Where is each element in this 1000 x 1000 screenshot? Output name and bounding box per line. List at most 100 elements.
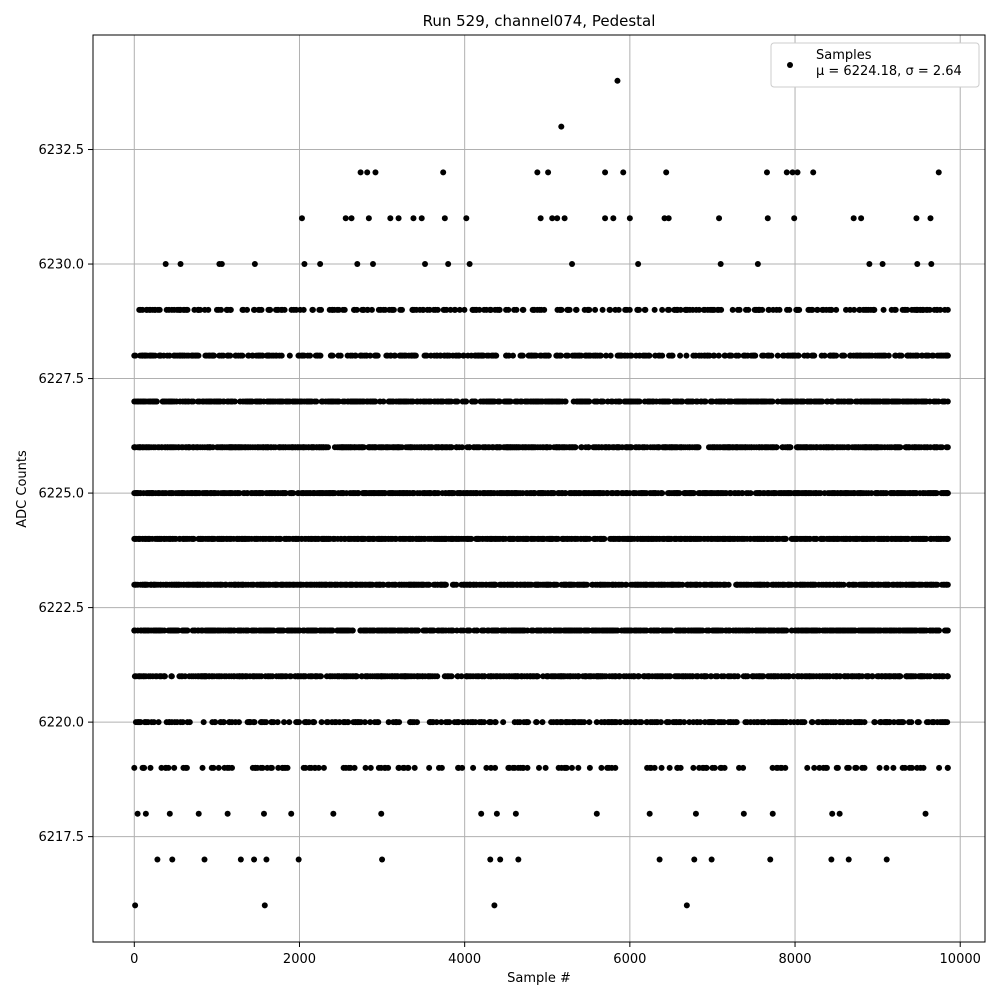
data-point: [459, 444, 466, 451]
data-point: [691, 856, 698, 863]
data-point: [614, 77, 621, 84]
data-point: [169, 856, 176, 863]
data-point: [315, 764, 322, 771]
data-point: [545, 169, 552, 176]
data-point: [524, 764, 531, 771]
data-point: [385, 764, 392, 771]
data-point: [935, 169, 942, 176]
data-point: [288, 810, 295, 817]
data-point: [601, 535, 608, 542]
data-point: [348, 215, 355, 222]
data-point: [763, 169, 770, 176]
data-point: [218, 261, 225, 268]
data-point: [466, 261, 473, 268]
data-point: [367, 719, 374, 726]
data-point: [259, 764, 266, 771]
data-point: [385, 719, 392, 726]
data-point: [740, 810, 747, 817]
data-point: [794, 169, 801, 176]
data-point: [668, 627, 675, 634]
data-point: [268, 764, 275, 771]
data-point: [492, 764, 499, 771]
data-point: [410, 215, 417, 222]
data-point: [944, 719, 951, 726]
data-point: [635, 261, 642, 268]
data-point: [153, 398, 160, 405]
data-point: [581, 719, 588, 726]
data-point: [263, 719, 270, 726]
data-point: [183, 764, 190, 771]
data-point: [791, 215, 798, 222]
data-point: [454, 398, 461, 405]
data-point: [201, 856, 208, 863]
data-point: [534, 673, 541, 680]
data-point: [251, 856, 258, 863]
data-point: [789, 169, 796, 176]
data-point: [716, 215, 723, 222]
data-point: [810, 169, 817, 176]
data-point: [561, 215, 568, 222]
data-point: [636, 673, 643, 680]
data-point: [345, 719, 352, 726]
data-point: [558, 123, 565, 130]
data-point: [342, 215, 349, 222]
data-point: [415, 627, 422, 634]
data-point: [318, 673, 325, 680]
data-point: [871, 719, 878, 726]
data-point: [769, 398, 776, 405]
data-point: [623, 581, 630, 588]
data-point: [166, 810, 173, 817]
data-point: [442, 581, 449, 588]
data-point: [602, 169, 609, 176]
data-point: [879, 261, 886, 268]
data-point: [941, 398, 948, 405]
data-point: [914, 261, 921, 268]
data-point: [922, 810, 929, 817]
data-point: [845, 764, 852, 771]
data-point: [200, 719, 207, 726]
data-point: [313, 398, 320, 405]
data-point: [836, 810, 843, 817]
data-point: [563, 764, 570, 771]
data-point: [869, 673, 876, 680]
data-point: [575, 764, 582, 771]
data-point: [349, 627, 356, 634]
data-point: [569, 261, 576, 268]
data-point: [783, 169, 790, 176]
data-point: [583, 581, 590, 588]
data-point: [695, 444, 702, 451]
data-point: [231, 398, 238, 405]
data-point: [364, 169, 371, 176]
data-point: [804, 764, 811, 771]
data-point: [692, 810, 699, 817]
data-point: [525, 719, 532, 726]
data-point: [681, 719, 688, 726]
data-point: [295, 856, 302, 863]
data-point: [721, 719, 728, 726]
data-point: [422, 261, 429, 268]
data-point: [593, 719, 600, 726]
data-point: [440, 169, 447, 176]
data-point: [261, 902, 268, 909]
data-point: [593, 810, 600, 817]
data-point: [142, 810, 149, 817]
data-point: [329, 627, 336, 634]
data-point: [783, 627, 790, 634]
data-point: [876, 764, 883, 771]
data-point: [311, 719, 318, 726]
data-point: [612, 764, 619, 771]
data-point: [934, 581, 941, 588]
data-point: [537, 215, 544, 222]
data-point: [661, 215, 668, 222]
data-point: [426, 764, 433, 771]
data-point: [474, 627, 481, 634]
data-point: [372, 169, 379, 176]
data-point: [330, 810, 337, 817]
data-point: [944, 627, 951, 634]
data-point: [263, 856, 270, 863]
data-point: [834, 764, 841, 771]
data-point: [602, 215, 609, 222]
data-point: [901, 764, 908, 771]
data-point: [168, 673, 175, 680]
data-point: [897, 444, 904, 451]
